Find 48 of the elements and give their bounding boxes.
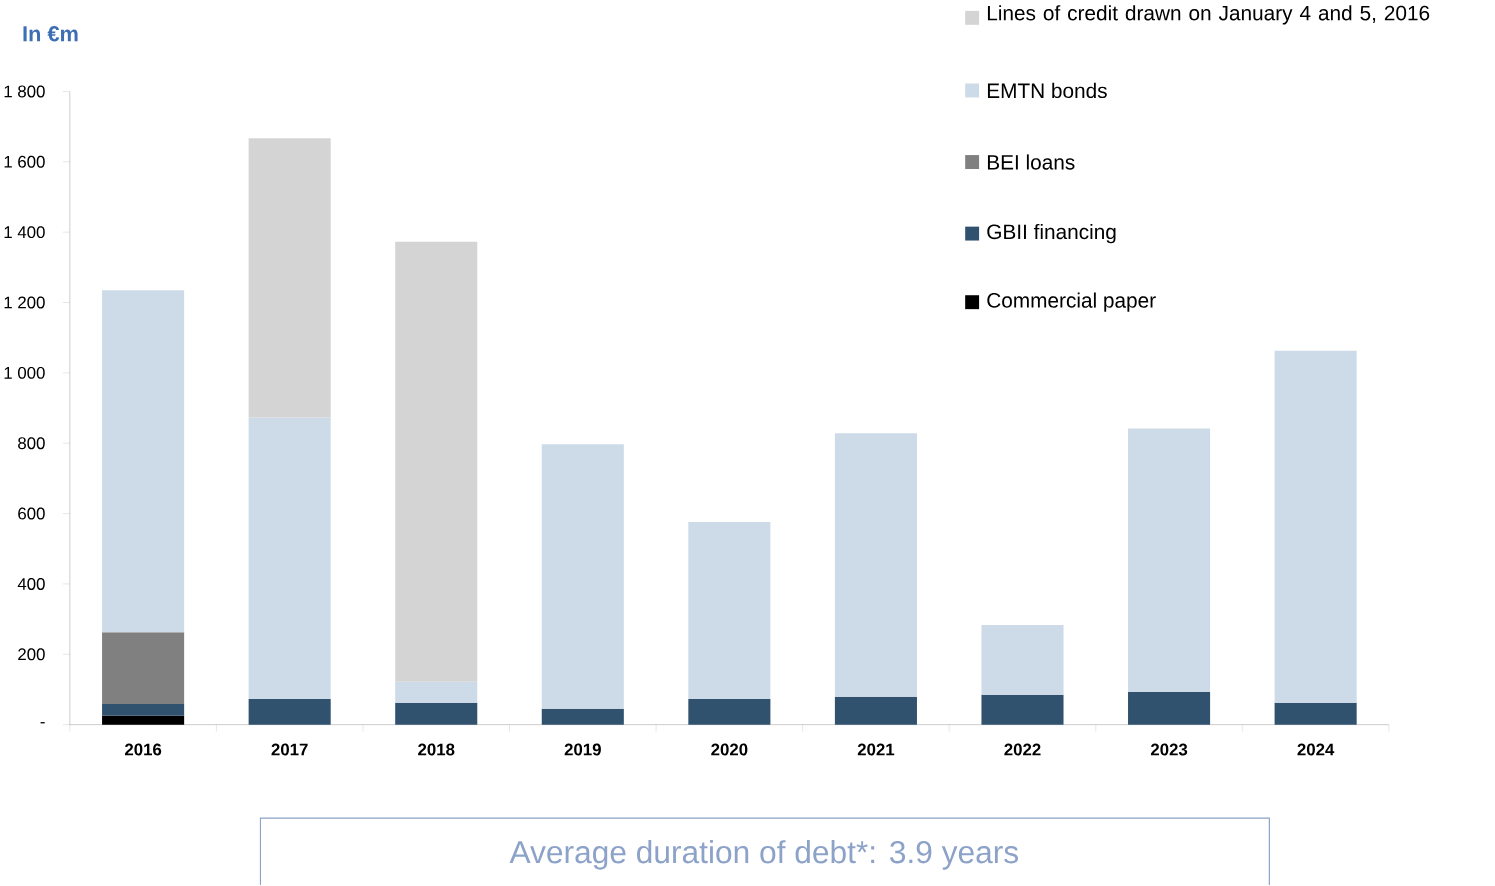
bar: [541, 444, 624, 709]
legend-label: BEI loans: [987, 154, 1075, 170]
bar: [1128, 428, 1211, 693]
bar: [688, 522, 771, 700]
bar: [395, 703, 478, 725]
y-tick-label: 400: [17, 578, 45, 591]
legend-label: Commercial paper: [987, 292, 1156, 313]
bar: [834, 433, 917, 698]
x-tick-label: 2022: [1004, 743, 1041, 756]
y-tick-label: 1 800: [4, 85, 45, 98]
y-tick-label: 1 000: [4, 367, 45, 379]
y-tick-label: 800: [18, 437, 45, 450]
y-tick-label: 200: [18, 648, 45, 661]
bar: [102, 632, 185, 705]
bar: [102, 290, 185, 633]
x-tick-label: 2019: [564, 743, 601, 756]
bar: [688, 699, 771, 725]
bar: [1274, 350, 1357, 703]
y-tick-label: 1 200: [4, 296, 45, 309]
y-axis-title: In €m: [23, 26, 78, 42]
y-tick-label: 1 400: [4, 226, 45, 239]
x-tick-label: 2018: [418, 743, 455, 756]
y-tick-label: -: [40, 722, 45, 724]
x-tick-label: 2016: [124, 743, 162, 756]
legend-label: Lines of credit drawn on January 4 and 5, 2016: [987, 5, 1430, 25]
bar: [541, 708, 624, 725]
legend-label: GBII financing: [987, 224, 1116, 244]
bar: [1274, 703, 1357, 725]
bar: [395, 241, 478, 682]
bar: [248, 699, 331, 725]
bar: [981, 625, 1064, 695]
x-tick-label: 2020: [711, 743, 748, 756]
bar: [981, 694, 1064, 725]
x-tick-label: 2017: [271, 743, 308, 756]
text: Average duration of debt*: 3.9 years: [509, 840, 1018, 870]
bar: [102, 716, 185, 725]
bar: [102, 704, 185, 717]
legend-label: EMTN bonds: [987, 82, 1107, 99]
y-tick-label: 1 600: [4, 155, 45, 168]
x-tick-label: 2024: [1297, 743, 1335, 756]
bar: [248, 138, 331, 418]
bar: [248, 417, 331, 700]
y-tick-label: 600: [18, 507, 45, 520]
x-tick-label: 2023: [1150, 743, 1188, 756]
bar: [1128, 692, 1211, 725]
x-tick-label: 2021: [857, 743, 895, 756]
bar: [834, 697, 917, 725]
bar: [395, 681, 478, 703]
